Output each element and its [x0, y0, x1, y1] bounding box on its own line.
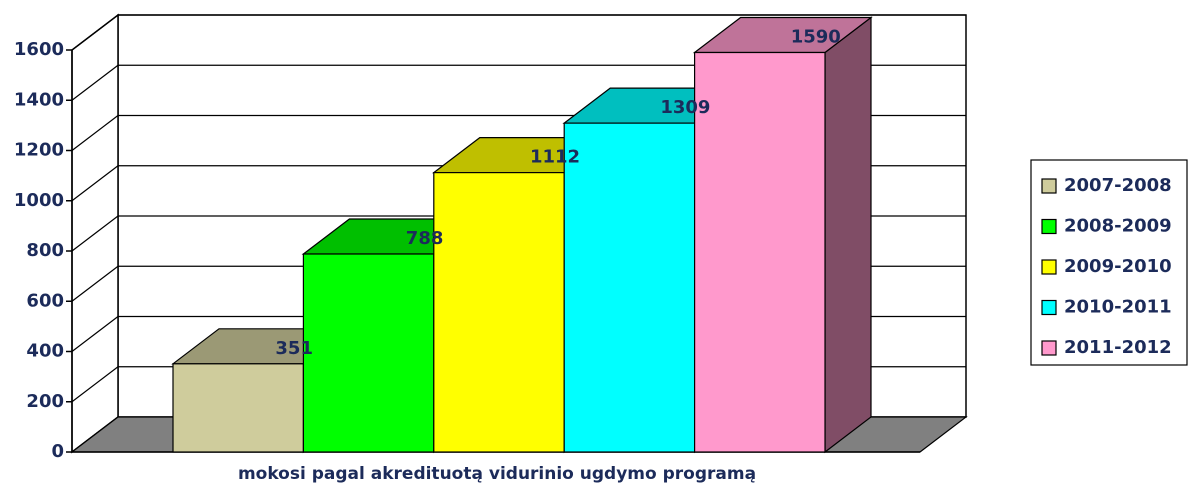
- grid-line: [71, 165, 119, 202]
- y-tick-label: 800: [26, 240, 64, 261]
- value-label: 1309: [660, 97, 710, 118]
- legend-box: [1030, 159, 1188, 366]
- y-tick-label: 1400: [14, 89, 64, 110]
- legend-label: 2008-2009: [1064, 216, 1172, 237]
- legend-label: 2009-2010: [1064, 256, 1172, 277]
- grid-line: [71, 14, 119, 51]
- bar: [433, 172, 565, 453]
- grid-line: [71, 64, 119, 101]
- value-label: 1112: [530, 147, 580, 168]
- legend-swatch: [1041, 299, 1057, 316]
- grid-line: [71, 316, 119, 352]
- y-tick-label: 1000: [14, 190, 64, 211]
- grid-line: [71, 265, 119, 302]
- x-axis-label: mokosi pagal akredituotą vidurinio ugdym…: [238, 464, 756, 484]
- bar-side: [824, 16, 872, 454]
- legend-label: 2011-2012: [1064, 337, 1172, 358]
- grid-line: [71, 215, 119, 252]
- bar: [563, 122, 696, 453]
- legend-swatch: [1041, 259, 1057, 275]
- grid-line: [71, 115, 119, 151]
- bar: [693, 51, 826, 453]
- y-tick-label: 0: [51, 441, 64, 462]
- grid-line: [71, 366, 119, 403]
- value-label: 788: [406, 228, 444, 249]
- value-label: 351: [275, 338, 313, 359]
- bar: [172, 363, 304, 453]
- y-tick-label: 600: [26, 290, 64, 311]
- legend-swatch: [1041, 178, 1057, 194]
- legend-swatch: [1041, 340, 1057, 356]
- y-tick-label: 200: [26, 391, 64, 412]
- value-label: 1590: [791, 27, 841, 48]
- y-tick-label: 1200: [14, 140, 64, 161]
- legend-swatch: [1041, 218, 1057, 235]
- legend-label: 2007-2008: [1064, 175, 1172, 196]
- y-tick-label: 400: [26, 341, 64, 362]
- y-tick-label: 1600: [14, 39, 64, 60]
- bar: [302, 253, 435, 453]
- legend-label: 2010-2011: [1064, 297, 1172, 318]
